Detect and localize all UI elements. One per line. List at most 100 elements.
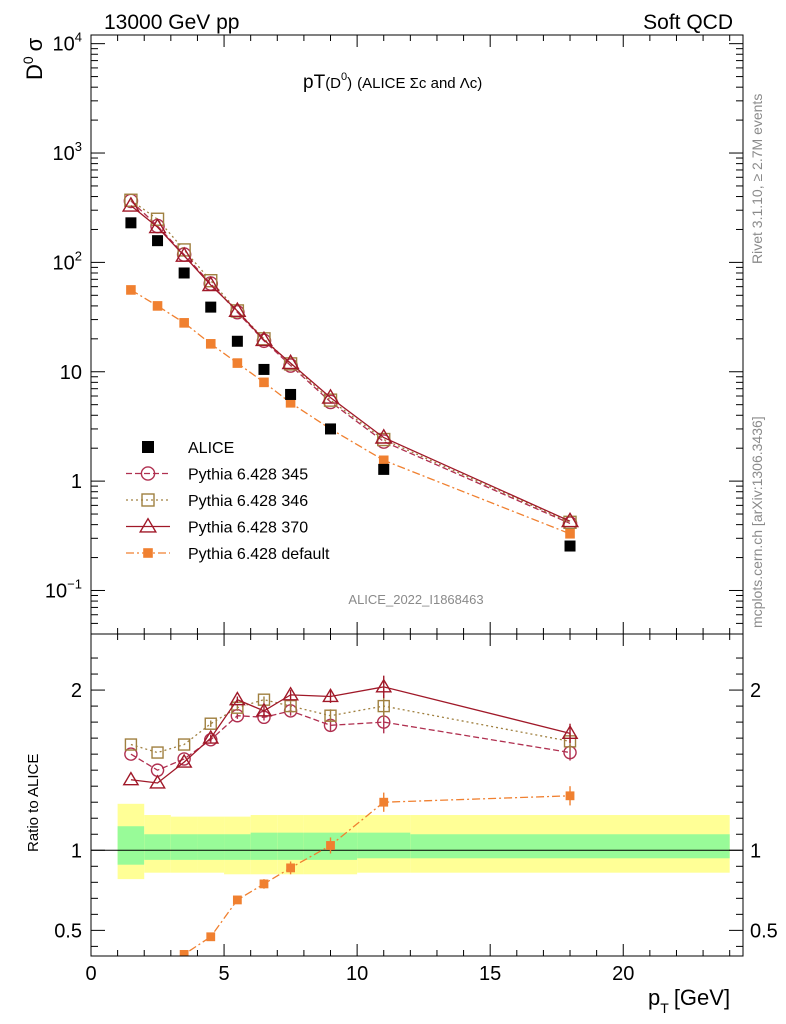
- data-point: [152, 235, 164, 247]
- series-point: [205, 339, 216, 349]
- ratio-point: [179, 949, 189, 956]
- ratio-plot-frame: [90, 633, 744, 957]
- series-line-2: [130, 205, 571, 522]
- ratio-point: [127, 968, 136, 977]
- ratio-tick-label-left: 0.5: [54, 920, 82, 942]
- analysis-id: ALICE_2022_I1868463: [348, 592, 483, 607]
- header-energy: 13000 GeV pp: [104, 11, 239, 34]
- series-point: [283, 357, 298, 371]
- ratio-point: [379, 797, 389, 807]
- y-tick-label: 103: [53, 139, 82, 165]
- data-point: [258, 363, 270, 375]
- mcplots-label: mcplots.cern.ch [arXiv:1306.3436]: [749, 416, 765, 628]
- ratio-point: [375, 678, 393, 693]
- ratio-point: [377, 699, 390, 713]
- x-tick-label: 10: [346, 963, 368, 985]
- ratio-point: [124, 747, 138, 761]
- ratio-point: [177, 738, 191, 751]
- ratio-point: [284, 699, 297, 713]
- inner-band-bin: [357, 832, 411, 859]
- ratio-point: [122, 771, 140, 786]
- series-point: [321, 388, 340, 404]
- ratio-tick-label-left: 2: [71, 680, 82, 702]
- inner-band-bin: [410, 834, 730, 859]
- header-category: Soft QCD: [643, 11, 733, 34]
- series-point: [254, 330, 274, 347]
- series-point: [201, 275, 220, 292]
- y-tick-label: 104: [53, 30, 82, 56]
- ratio-point: [232, 895, 242, 905]
- legend-marker: [140, 466, 156, 481]
- inner-band-bin: [170, 834, 198, 860]
- ratio-point: [206, 932, 216, 942]
- ratio-point: [149, 774, 166, 789]
- ratio-point: [322, 687, 339, 703]
- series-point: [281, 353, 300, 370]
- ratio-tick-label-right: 0.5: [750, 920, 778, 942]
- inner-band-bin: [277, 832, 304, 860]
- ratio-point: [259, 879, 269, 889]
- main-plot-frame: [90, 34, 744, 635]
- series-point: [148, 217, 167, 234]
- ratio-point: [204, 717, 217, 730]
- ratio-point: [255, 702, 273, 717]
- data-point: [564, 540, 576, 552]
- y-tick-label: 102: [53, 248, 82, 274]
- legend-marker: [138, 517, 158, 533]
- ratio-point: [204, 732, 218, 747]
- series-point: [565, 528, 575, 539]
- ratio-line-3: [180, 795, 571, 956]
- x-tick-label: 20: [612, 963, 634, 985]
- series-point: [150, 212, 165, 226]
- ratio-point: [282, 686, 299, 701]
- series-point: [203, 276, 219, 291]
- rivet-version-label: Rivet 3.1.10, ≥ 2.7M events: [749, 94, 765, 264]
- series-line-0: [130, 200, 571, 525]
- series-point: [259, 377, 269, 388]
- x-tick-label: 15: [479, 963, 501, 985]
- ratio-tick-label-left: 1: [71, 840, 82, 862]
- series-point: [121, 196, 140, 212]
- legend-label: Pythia 6.428 370: [188, 520, 308, 537]
- legend-label: Pythia 6.428 346: [188, 493, 308, 510]
- x-tick-label: 5: [218, 963, 229, 985]
- ratio-point: [151, 746, 164, 759]
- inner-band-bin: [224, 834, 251, 860]
- ratio-tick-label-right: 2: [750, 680, 761, 702]
- series-lines: [121, 193, 580, 552]
- legend-marker: [143, 548, 153, 558]
- x-tick-label: 0: [85, 963, 96, 985]
- ratio-point: [257, 693, 271, 706]
- plot-frames: [90, 34, 744, 957]
- series-point: [126, 285, 136, 295]
- data-point: [205, 301, 217, 313]
- ratio-point: [124, 738, 138, 751]
- ratio-point: [561, 724, 579, 739]
- inner-band-bin: [250, 832, 278, 860]
- data-point: [378, 463, 390, 475]
- legend-marker: [141, 493, 155, 507]
- series-line-1: [130, 199, 571, 523]
- series-point: [204, 274, 218, 288]
- inner-band-bin: [197, 834, 225, 860]
- ratio-point: [228, 691, 246, 706]
- series-point: [175, 246, 194, 262]
- ratio-point: [565, 791, 575, 801]
- data-point: [285, 388, 297, 400]
- ratio-line-0: [130, 710, 571, 771]
- series-point: [285, 398, 296, 408]
- data-point: [178, 267, 190, 279]
- legend-label: Pythia 6.428 345: [188, 467, 308, 484]
- ratio-point: [324, 709, 337, 722]
- y-tick-label: 10: [60, 362, 82, 384]
- x-axis-label: pT [GeV]: [648, 985, 730, 1016]
- y-axis-label: D0σ: [20, 37, 47, 80]
- series-point: [374, 428, 393, 444]
- ratio-series-lines: [122, 675, 579, 977]
- ratio-point: [177, 752, 191, 766]
- legend-label: ALICE: [188, 440, 234, 457]
- ratio-point: [286, 863, 295, 873]
- ratio-point: [153, 966, 162, 975]
